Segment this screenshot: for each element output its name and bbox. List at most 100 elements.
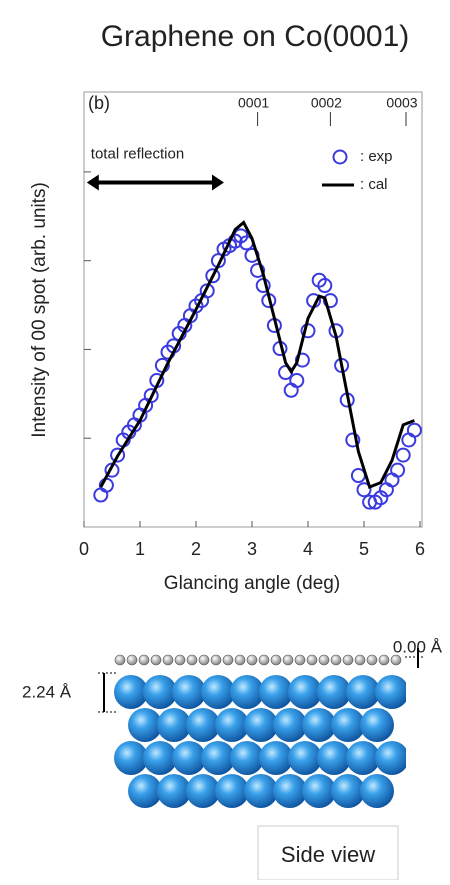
co-atom — [317, 741, 351, 775]
co-atom — [259, 675, 293, 709]
co-atom — [201, 675, 235, 709]
exp-point — [345, 432, 361, 448]
c-atom — [366, 654, 378, 666]
exp-point — [283, 382, 299, 398]
co-atom — [346, 675, 380, 709]
co-atom — [360, 774, 394, 808]
clip-edge — [96, 670, 114, 820]
exp-point — [390, 462, 406, 478]
c-atom — [246, 654, 258, 666]
clip-edge — [406, 670, 450, 820]
panel-label: (b) — [88, 93, 110, 113]
co-atom — [157, 708, 191, 742]
c-atom — [186, 654, 198, 666]
c-atom — [390, 654, 402, 666]
legend-label: : exp — [360, 148, 393, 165]
c-atom — [162, 654, 174, 666]
co-atom — [186, 708, 220, 742]
exp-point — [356, 482, 372, 498]
c-atom — [234, 654, 246, 666]
x-tick-label: 5 — [359, 539, 369, 559]
co-atom — [186, 774, 220, 808]
structure — [96, 654, 450, 824]
top-tick-label: 0003 — [386, 95, 417, 111]
co-atom — [331, 774, 365, 808]
chart-title: Graphene on Co(0001) — [101, 20, 410, 53]
x-tick-label: 1 — [135, 539, 145, 559]
co-atom — [375, 741, 409, 775]
c-atom — [282, 654, 294, 666]
co-atom — [375, 675, 409, 709]
co-atom — [273, 708, 307, 742]
annotation: total reflection — [91, 146, 184, 163]
legend-label: : cal — [360, 176, 388, 193]
legend-marker — [332, 149, 348, 165]
c-atom — [150, 654, 162, 666]
exp-point — [350, 468, 366, 484]
y-axis-label: Intensity of 00 spot (arb. units) — [29, 182, 50, 438]
co-atom — [331, 708, 365, 742]
cal-line — [99, 220, 415, 490]
co-atom — [143, 741, 177, 775]
co-atom — [230, 675, 264, 709]
x-axis-label: Glancing angle (deg) — [164, 573, 340, 594]
exp-point — [294, 352, 310, 368]
x-tick-label: 0 — [79, 539, 89, 559]
caption: Side view — [281, 842, 375, 867]
co-atom — [215, 708, 249, 742]
c-atom — [354, 654, 366, 666]
x-tick-label: 6 — [415, 539, 425, 559]
exp-point — [406, 422, 422, 438]
arrow-head — [86, 174, 99, 191]
c-atom — [294, 654, 306, 666]
co-atom — [259, 741, 293, 775]
co-atom — [346, 741, 380, 775]
plot-frame — [83, 91, 423, 528]
co-atom — [273, 774, 307, 808]
exp-point — [322, 293, 338, 309]
exp-point — [289, 373, 305, 389]
c-atom — [378, 654, 390, 666]
co-atom — [244, 774, 278, 808]
co-atom — [143, 675, 177, 709]
co-atom — [114, 741, 148, 775]
c-atom — [306, 654, 318, 666]
exp-point — [143, 388, 159, 404]
c-atom — [330, 654, 342, 666]
exp-point — [93, 487, 109, 503]
exp-point — [317, 278, 333, 294]
c-atom — [210, 654, 222, 666]
c-atom — [222, 654, 234, 666]
c-atom — [174, 654, 186, 666]
x-tick-label: 3 — [247, 539, 257, 559]
c-atom — [114, 654, 126, 666]
co-atom — [317, 675, 351, 709]
co-atom — [244, 708, 278, 742]
co-atom — [302, 708, 336, 742]
exp-point — [110, 447, 126, 463]
caption-box — [257, 825, 399, 881]
c-atom — [270, 654, 282, 666]
co-atom — [288, 741, 322, 775]
co-atom — [230, 741, 264, 775]
co-atom — [157, 774, 191, 808]
exp-point — [401, 432, 417, 448]
offset-label: 0.00 Å — [393, 637, 443, 656]
co-atom — [114, 675, 148, 709]
c-atom — [258, 654, 270, 666]
co-atom — [128, 774, 162, 808]
clip-edge — [96, 808, 426, 824]
co-atom — [172, 675, 206, 709]
co-atom — [128, 708, 162, 742]
top-tick-label: 0001 — [238, 95, 269, 111]
c-atom — [198, 654, 210, 666]
co-atom — [172, 741, 206, 775]
c-atom — [342, 654, 354, 666]
spacing-label: 2.24 Å — [22, 682, 72, 701]
arrow-head — [212, 174, 224, 191]
c-atom — [138, 654, 150, 666]
co-atom — [288, 675, 322, 709]
co-atom — [215, 774, 249, 808]
